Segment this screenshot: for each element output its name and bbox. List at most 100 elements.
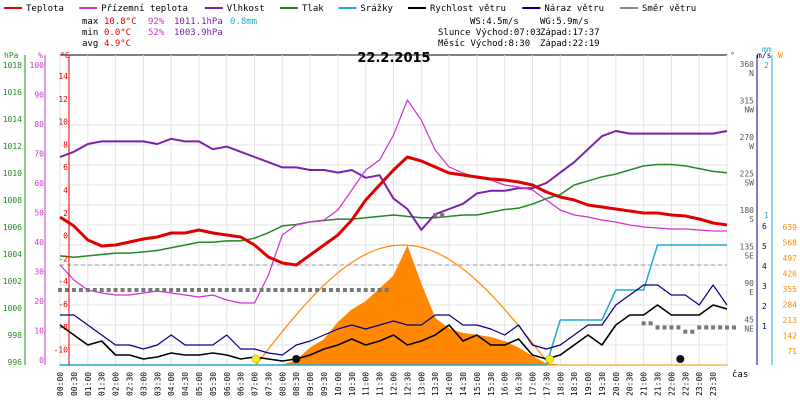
axis-mm-tick-0: 2	[764, 61, 769, 70]
axis-hpa-unit: hPa	[4, 51, 19, 60]
axis-x-tick-7: 03:30	[153, 372, 162, 396]
wind-dir-point-22	[363, 288, 368, 292]
wind-dir-point-b-27	[440, 213, 445, 217]
wind-dir-point-b-11	[217, 288, 222, 292]
wind-dir-point-b-12	[231, 288, 236, 292]
axis-w-unit: W	[778, 51, 783, 60]
axis-x-tick-32: 16:00	[501, 372, 510, 396]
wind-dir-point-b-17	[301, 288, 306, 292]
axis-hpa-tick-5: 1008	[3, 196, 22, 205]
axis-mm-unit: mm	[762, 45, 772, 54]
wind-dir-point-b-47	[718, 325, 723, 330]
axis-degc-unit: °C	[60, 51, 70, 60]
axis-dir-tick-6: 90	[744, 279, 754, 288]
axis-hpa-tick-2: 1014	[3, 115, 22, 124]
wind-dir-point-45	[683, 329, 688, 334]
axis-dir-tick-4: 180	[740, 206, 755, 215]
wind-dir-point-1	[71, 288, 76, 292]
axis-degc-tick-8: -2	[58, 254, 68, 263]
info-block: WS:4.5m/s WG:5.9m/s Slunce Východ:07:03 …	[438, 17, 600, 49]
axis-dir-tick-0: 360	[740, 60, 755, 69]
wind-dir-point-b-13	[245, 288, 250, 292]
wind-dir-point-43	[655, 325, 660, 330]
axis-x-tick-44: 22:00	[667, 372, 676, 396]
axis-x-tick-20: 10:00	[334, 372, 343, 396]
axis-degc-tick-1: 12	[58, 95, 68, 104]
info-moon-set: Západ:22:19	[540, 39, 600, 49]
humidity-line	[59, 130, 728, 231]
stats-avg-label: avg	[82, 39, 98, 49]
axis-dir-tick-5: 135	[740, 243, 755, 252]
wind-dir-point-b-16	[287, 288, 292, 292]
legend-label-2: Vlhkost	[227, 4, 265, 14]
axis-x-tick-10: 05:00	[195, 372, 204, 396]
wind-dir-point-b-7	[162, 288, 167, 292]
axis-w-tick-2: 497	[783, 254, 798, 263]
axis-x-tick-17: 08:30	[292, 372, 301, 396]
wind-dir-point-b-42	[648, 321, 653, 326]
axis-dir-tick-2: 270	[740, 133, 755, 142]
axis-x-tick-15: 07:30	[264, 372, 273, 396]
wind-dir-point-b-45	[690, 329, 695, 334]
series-layer	[58, 99, 736, 366]
axis-x-tick-2: 01:00	[84, 372, 93, 396]
axis-w-tick-4: 355	[783, 285, 798, 294]
info-wg: WG:5.9m/s	[540, 17, 589, 27]
stats-min-hum: 52%	[148, 28, 165, 38]
axis-x-tick-28: 14:00	[445, 372, 454, 396]
axis-degc-tick-11: -8	[58, 323, 68, 332]
wind-dir-point-23	[377, 288, 382, 292]
axis-ms-tick-5: 1	[762, 322, 767, 331]
axis-pct-tick-3: 70	[34, 150, 44, 159]
axis-x-tick-37: 18:30	[570, 372, 579, 396]
axis-pct-tick-10: 0	[39, 356, 44, 365]
wind-dir-point-b-19	[329, 288, 334, 292]
axis-x-tick-26: 13:00	[417, 372, 426, 396]
wind-dir-point-b-3	[106, 288, 111, 292]
wind-dir-point-b-22	[370, 288, 375, 292]
axis-ms-unit: m/s	[757, 51, 772, 60]
axis-x-tick-5: 02:30	[125, 372, 134, 396]
pressure-line	[59, 163, 728, 259]
info-sun-set: Západ:17:37	[540, 28, 600, 38]
wind-dir-point-15	[266, 288, 271, 292]
wind-dir-point-13	[238, 288, 243, 292]
axis-x-tick-25: 12:30	[403, 372, 412, 396]
axis-x-tick-35: 17:30	[542, 372, 551, 396]
axis-ms-tick-4: 2	[762, 302, 767, 311]
axis-x-tick-3: 01:30	[98, 372, 107, 396]
axis-degc-tick-9: -4	[58, 277, 68, 286]
wind-dir-point-b-0	[65, 288, 69, 292]
axis-dir-name-3: SW	[744, 179, 754, 188]
axis-pct-unit: %	[38, 51, 43, 60]
wind-dir-point-0	[58, 288, 62, 292]
wind-gust-line	[60, 284, 728, 356]
wind-dir-point-b-5	[134, 288, 139, 292]
wind-dir-point-b-14	[259, 288, 264, 292]
axis-w-tick-7: 142	[783, 332, 798, 341]
axis-x-tick-39: 19:30	[598, 372, 607, 396]
axis-x-tick-21: 10:30	[348, 372, 357, 396]
ground-temp-line	[59, 99, 727, 304]
wind-dir-point-b-8	[176, 288, 181, 292]
axis-w-tick-6: 213	[783, 316, 798, 325]
stats-max-rain: 0.8mm	[230, 17, 257, 27]
axis-x-tick-43: 21:30	[654, 372, 663, 396]
axis-degc-tick-4: 6	[63, 163, 68, 172]
wind-dir-point-10	[196, 288, 201, 292]
rain-line	[60, 244, 727, 366]
axis-hpa-tick-3: 1012	[3, 142, 22, 151]
wind-dir-point-8	[169, 288, 174, 292]
axis-degc-tick-2: 10	[58, 118, 68, 127]
axis-w-tick-3: 426	[783, 270, 798, 279]
wind-dir-point-2	[85, 288, 90, 292]
wind-dir-point-21	[349, 288, 354, 292]
axis-x-tick-9: 04:30	[181, 372, 190, 396]
wind-dir-point-12	[224, 288, 229, 292]
axis-hpa-tick-9: 1000	[3, 304, 22, 313]
legend-label-6: Náraz větru	[544, 4, 604, 14]
temperature-line	[59, 155, 728, 267]
legend-label-1: Přízemní teplota	[101, 4, 188, 14]
axis-x-tick-36: 18:00	[556, 372, 565, 396]
